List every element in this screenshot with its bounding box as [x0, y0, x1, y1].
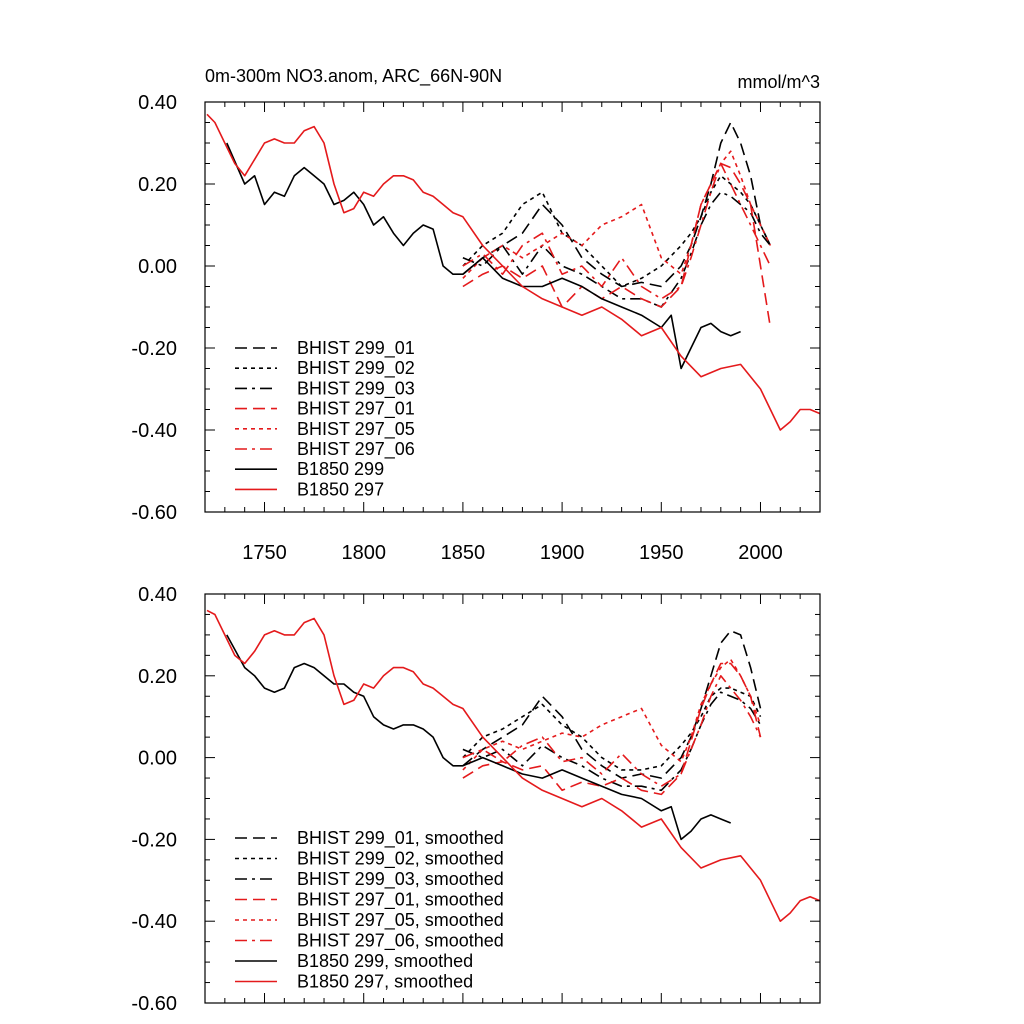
y-tick-label: 0.20: [138, 174, 177, 196]
series-line-2: [462, 687, 762, 771]
y-tick-label: 0.00: [138, 748, 177, 770]
y-tick-label: -0.40: [131, 911, 177, 933]
y-tick-label: -0.40: [131, 420, 177, 442]
series-line-2: [462, 175, 772, 288]
bottom-panel: 0.40 0.20 0.00 -0.20 -0.40 -0.60 BHIST 299_01,…: [131, 584, 821, 1015]
legend-label-6: BHIST 297_06, smoothed: [297, 931, 504, 952]
series-line-3: [462, 691, 762, 792]
y-tick-label: -0.20: [131, 338, 177, 360]
x-tick-label: 1850: [441, 542, 486, 564]
chart-title: 0m-300m NO3.anom, ARC_66N-90N: [205, 66, 502, 87]
series-group: [206, 113, 820, 431]
x-tick-label: 2000: [738, 542, 783, 564]
legend-label-6: BHIST 297_06: [297, 439, 415, 460]
legend-label-5: BHIST 297_05: [297, 419, 415, 440]
y-tick-label: 0.40: [138, 584, 177, 606]
legend-label-5: BHIST 297_05, smoothed: [297, 910, 504, 931]
y-tick-label: 0.00: [138, 256, 177, 278]
series-line-4: [462, 662, 762, 796]
x-tick-label: 1950: [639, 542, 684, 564]
legend-label-7: B1850 299, smoothed: [297, 951, 473, 971]
y-tick-label: -0.60: [131, 993, 177, 1015]
y-tick-label: 0.40: [138, 92, 177, 114]
legend-label-2: BHIST 299_02, smoothed: [297, 849, 504, 870]
legend-label-3: BHIST 299_03: [297, 378, 415, 399]
top-panel: 0.40 0.20 0.00 -0.20 -0.40 -0.60 1750 1800 1850 1…: [131, 92, 821, 564]
x-tick-label: 1800: [341, 542, 386, 564]
series-line-5: [462, 658, 762, 771]
x-tick-label: 1900: [540, 542, 585, 564]
legend-label-2: BHIST 299_02: [297, 358, 415, 379]
legend-label-8: B1850 297: [297, 479, 384, 499]
series-line-1: [462, 121, 772, 288]
legend-label-1: BHIST 299_01, smoothed: [297, 828, 504, 849]
series-line-8: [206, 609, 820, 923]
legend-label-1: BHIST 299_01: [297, 338, 415, 359]
series-line-6: [462, 162, 772, 300]
series-group: [206, 609, 820, 923]
y-tick-label: -0.20: [131, 829, 177, 851]
legend-label-3: BHIST 299_03, smoothed: [297, 869, 504, 890]
legend-label-4: BHIST 297_01: [297, 399, 415, 420]
chart-units: mmol/m^3: [738, 72, 820, 92]
series-line-6: [462, 674, 762, 788]
series-line-7: [226, 142, 741, 370]
series-line-8: [206, 113, 820, 431]
x-tick-label: 1750: [242, 542, 287, 564]
series-line-7: [226, 634, 731, 841]
legend-label-4: BHIST 297_01, smoothed: [297, 890, 504, 911]
y-tick-label: -0.60: [131, 502, 177, 524]
series-line-5: [462, 150, 772, 279]
legend-label-7: B1850 299: [297, 459, 384, 479]
legend-label-8: B1850 297, smoothed: [297, 972, 473, 992]
series-line-4: [462, 162, 772, 328]
series-line-1: [462, 629, 762, 779]
y-tick-label: 0.20: [138, 666, 177, 688]
